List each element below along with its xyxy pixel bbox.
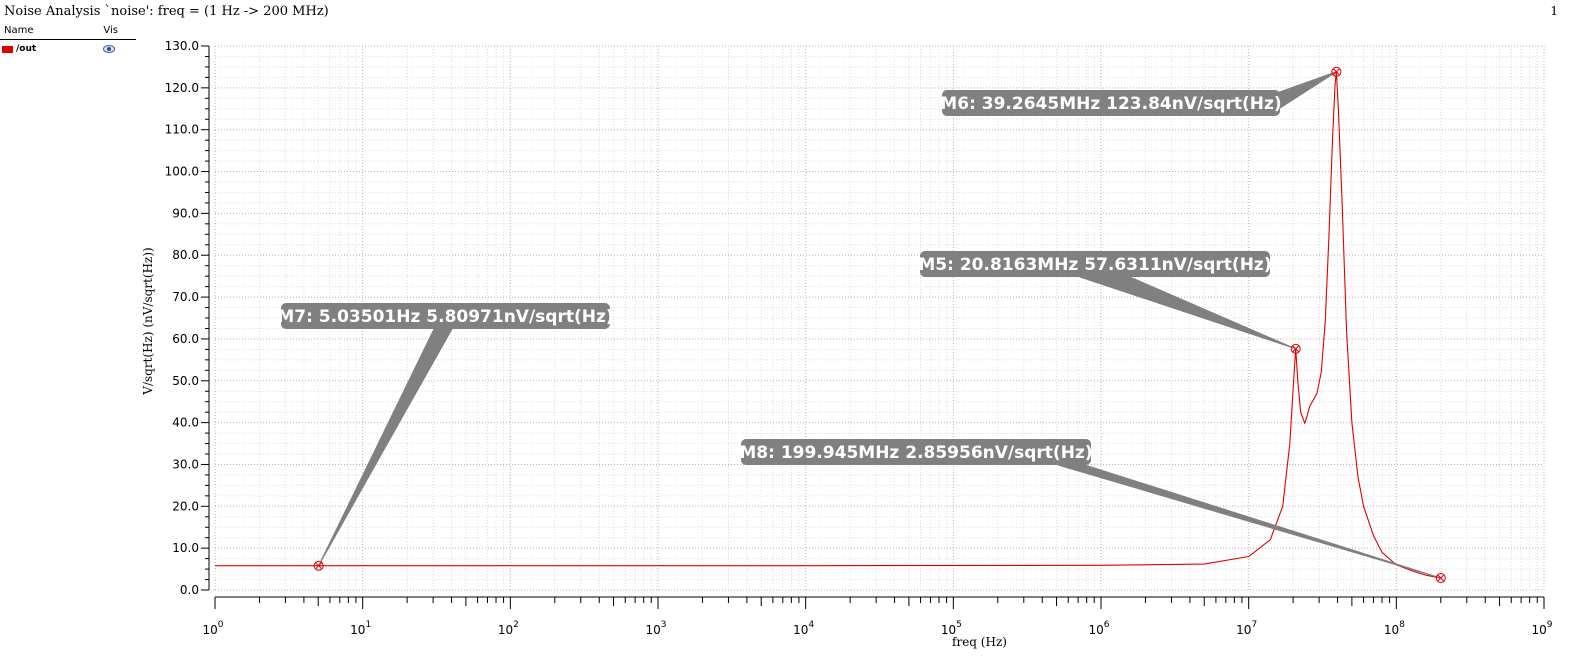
marker-cross [1333,68,1340,76]
marker-cross [1437,574,1445,582]
marker-cross [1292,345,1300,353]
y-axis-label: V/sqrt(Hz) (nV/sqrt(Hz)) [141,247,155,395]
marker-label-box [741,439,1091,465]
x-tick-exponent: 3 [661,620,667,630]
y-tick-label: 90.0 [172,206,199,220]
x-tick-base: 10 [350,623,365,637]
legend-item-label: /out [16,44,37,54]
x-tick-base: 10 [645,623,660,637]
axes: 0.0 10.0 20.0 30.0 40.0 50.0 60.0 70.0 80.0 90.0 1… [165,39,1553,637]
y-tick-label: 40.0 [172,416,199,430]
x-tick-base: 10 [793,623,808,637]
y-tick-label: 30.0 [172,457,199,471]
y-tick-label: 120.0 [165,81,199,95]
x-tick-base: 10 [941,623,956,637]
x-tick-exponent: 6 [1104,620,1110,630]
marker-point [1290,343,1301,354]
legend-header: Name Vis [0,25,136,40]
marker-label: M5: 20.8163MHz 57.6311nV/sqrt(Hz) [918,255,1271,275]
y-tick-label: 100.0 [165,165,199,179]
marker-point [1435,573,1446,584]
x-tick-exponent: 4 [808,620,814,630]
x-tick-exponent: 5 [956,620,962,630]
x-tick-base: 10 [1531,623,1546,637]
y-tick-label: 0.0 [180,583,199,597]
x-tick-exponent: 7 [1251,620,1257,630]
marker-label-box [281,303,610,329]
x-tick-label: 109 [1531,620,1552,637]
x-tick-base: 10 [202,623,217,637]
marker-callout [1079,276,1296,350]
x-tick-label: 102 [498,620,519,637]
x-tick-exponent: 2 [513,620,519,630]
y-tick-label: 10.0 [172,541,199,555]
x-tick-label: 101 [350,620,371,637]
marker-m7: M7: 5.03501Hz 5.80971nV/sqrt(Hz) [277,303,614,571]
y-tick-label: 50.0 [172,374,199,388]
marker-layer: M7: 5.03501Hz 5.80971nV/sqrt(Hz) M5: 20.8… [277,66,1446,584]
trace-legend: Name Vis /out [0,25,136,54]
marker-label: M7: 5.03501Hz 5.80971nV/sqrt(Hz) [277,307,613,327]
y-tick-label: 110.0 [165,123,199,137]
marker-m6: M6: 39.2645MHz 123.84nV/sqrt(Hz) [940,66,1342,116]
x-tick-base: 10 [498,623,513,637]
x-tick-label: 103 [645,620,666,637]
window-title: Noise Analysis `noise': freq = (1 Hz -> … [4,4,329,19]
x-tick-exponent: 0 [218,620,224,630]
x-tick-label: 104 [793,620,814,637]
y-tick-label: 60.0 [172,332,199,346]
y-tick-label: 80.0 [172,248,199,262]
marker-point [1331,66,1342,77]
x-tick-label: 106 [1088,620,1109,637]
series-layer [215,71,1441,579]
legend-item-out[interactable]: /out [0,40,136,54]
marker-callout [318,328,453,566]
x-tick-base: 10 [1236,623,1251,637]
legend-header-vis: Vis [103,25,118,36]
marker-label: M6: 39.2645MHz 123.84nV/sqrt(Hz) [940,94,1281,114]
legend-header-name: Name [4,25,34,36]
x-tick-exponent: 8 [1399,620,1405,630]
y-tick-label: 130.0 [165,39,199,53]
marker-callout [1057,464,1441,579]
marker-label-box [920,251,1270,277]
x-tick-base: 10 [1384,623,1399,637]
marker-m5: M5: 20.8163MHz 57.6311nV/sqrt(Hz) [918,251,1301,354]
marker-label: M8: 199.945MHz 2.85956nV/sqrt(Hz) [739,443,1092,463]
x-tick-label: 100 [202,620,223,637]
marker-label-box [942,90,1280,116]
x-tick-base: 10 [1088,623,1103,637]
x-tick-label: 107 [1236,620,1257,637]
eye-icon[interactable] [103,45,115,53]
marker-cross [315,562,323,570]
marker-point [313,560,324,571]
grid-lines [214,45,1545,591]
x-tick-exponent: 1 [365,620,371,630]
page-number: 1 [1550,4,1558,18]
x-tick-label: 108 [1384,620,1405,637]
series-line-out [215,71,1441,579]
x-tick-exponent: 9 [1547,620,1553,630]
y-tick-label: 70.0 [172,290,199,304]
x-tick-label: 105 [941,620,962,637]
y-tick-label: 20.0 [172,499,199,513]
x-axis-label: freq (Hz) [952,635,1007,649]
trace-color-swatch [2,45,13,53]
marker-m8: M8: 199.945MHz 2.85956nV/sqrt(Hz) [739,439,1446,584]
